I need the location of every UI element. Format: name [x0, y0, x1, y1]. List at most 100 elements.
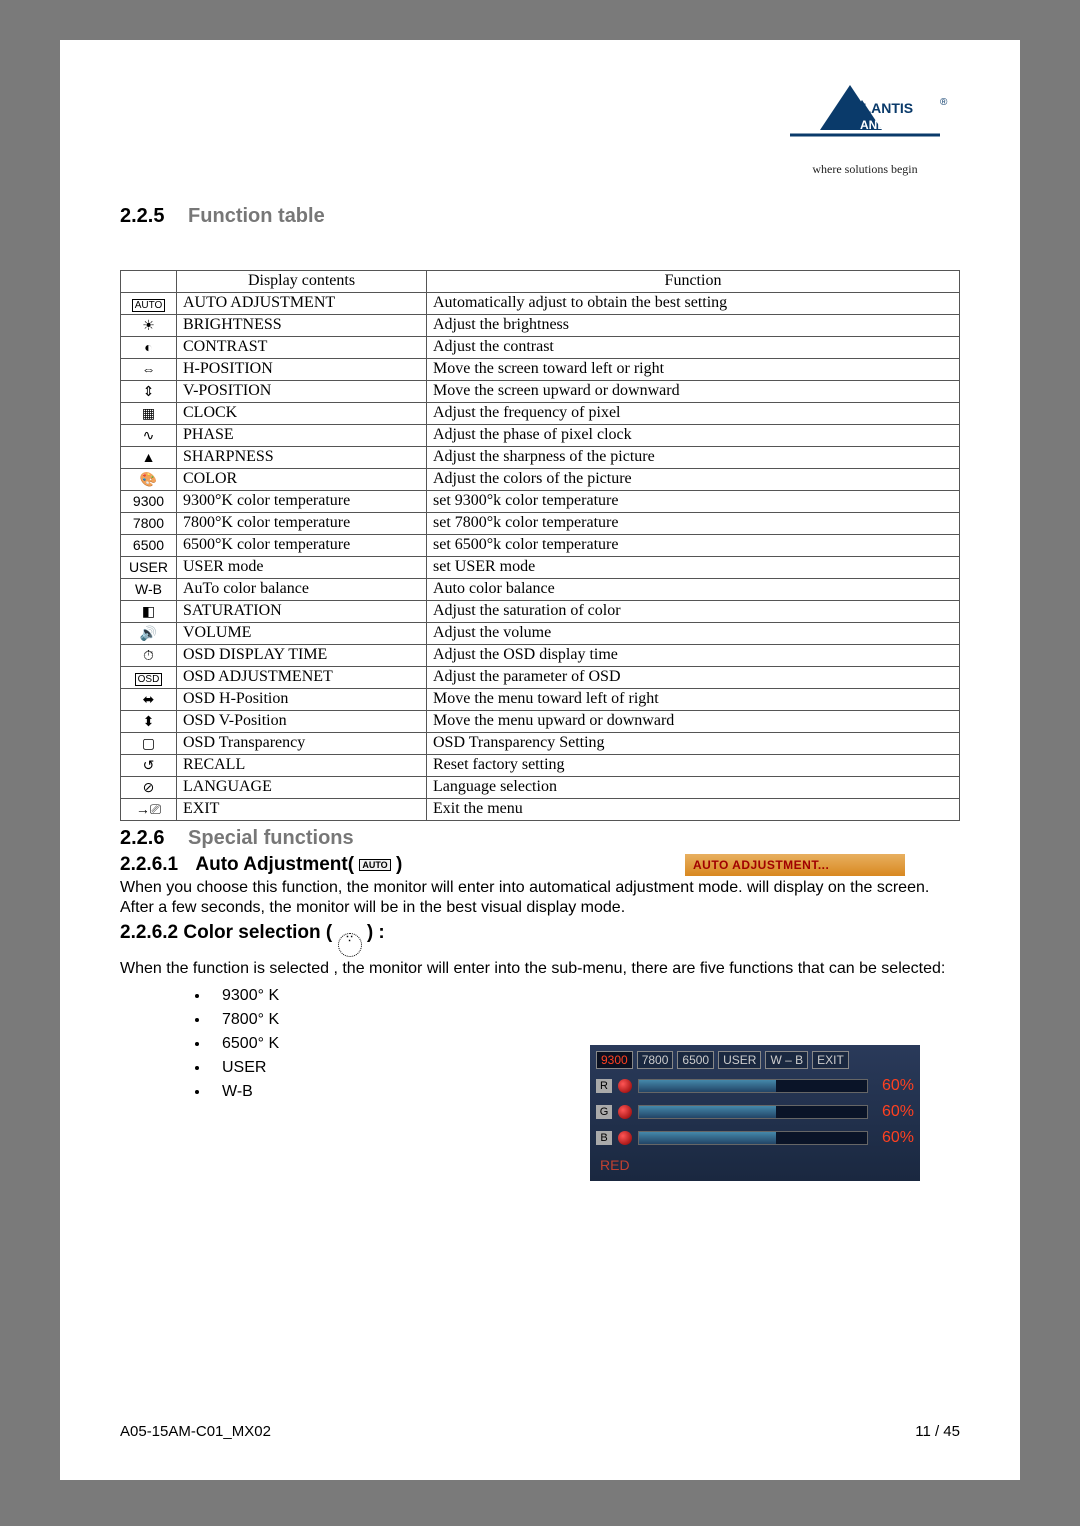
subsection-title: Auto Adjustment( — [195, 854, 354, 875]
osd-tab[interactable]: 9300 — [596, 1051, 633, 1069]
row-display-cell: OSD DISPLAY TIME — [177, 645, 427, 667]
osd-knob-icon[interactable] — [618, 1105, 632, 1119]
osd-tab[interactable]: W – B — [765, 1051, 808, 1069]
doc-id: A05-15AM-C01_MX02 — [120, 1423, 271, 1440]
row-display-cell: BRIGHTNESS — [177, 315, 427, 337]
osd-slider[interactable] — [638, 1131, 868, 1145]
osd-tab[interactable]: 6500 — [677, 1051, 714, 1069]
table-row: OSDOSD ADJUSTMENETAdjust the parameter o… — [121, 667, 960, 689]
row-icon-cell: ∿ — [121, 425, 177, 447]
table-row: ▢OSD TransparencyOSD Transparency Settin… — [121, 733, 960, 755]
atlantis-logo-icon: TLANTIS ® AND — [780, 75, 950, 155]
osd-knob-icon[interactable] — [618, 1079, 632, 1093]
osd-channel-badge: G — [596, 1105, 612, 1119]
row-function-cell: Adjust the sharpness of the picture — [427, 447, 960, 469]
row-display-cell: CLOCK — [177, 403, 427, 425]
table-row: ⊘LANGUAGELanguage selection — [121, 777, 960, 799]
subsection-title: Color selection ( — [183, 922, 332, 943]
svg-text:AND: AND — [860, 118, 886, 132]
row-function-cell: Move the menu toward left of right — [427, 689, 960, 711]
row-display-cell: CONTRAST — [177, 337, 427, 359]
table-row: ◧SATURATIONAdjust the saturation of colo… — [121, 601, 960, 623]
osd-tab-row: 930078006500USERW – BEXIT — [596, 1051, 914, 1069]
row-icon-cell: ⬌ — [121, 689, 177, 711]
row-function-cell: Move the screen toward left or right — [427, 359, 960, 381]
subsection-number: 2.2.6.2 — [120, 922, 178, 943]
row-function-cell: Adjust the contrast — [427, 337, 960, 359]
row-function-cell: set 9300°k color temperature — [427, 491, 960, 513]
row-icon-cell: ◧ — [121, 601, 177, 623]
osd-knob-icon[interactable] — [618, 1131, 632, 1145]
row-icon-cell: 🔊 — [121, 623, 177, 645]
table-row: ↺RECALLReset factory setting — [121, 755, 960, 777]
row-icon-cell: ⏱ — [121, 645, 177, 667]
osd-tab[interactable]: USER — [718, 1051, 761, 1069]
osd-channel-badge: R — [596, 1079, 612, 1093]
osd-percent: 60% — [874, 1077, 914, 1095]
row-display-cell: AUTO ADJUSTMENT — [177, 293, 427, 315]
row-icon-cell: 🎨 — [121, 469, 177, 491]
osd-percent: 60% — [874, 1103, 914, 1121]
osd-slider[interactable] — [638, 1079, 868, 1093]
row-function-cell: Adjust the frequency of pixel — [427, 403, 960, 425]
osd-channel-label: RED — [596, 1155, 914, 1175]
osd-tab[interactable]: EXIT — [812, 1051, 849, 1069]
palette-icon: ∵ — [338, 933, 362, 957]
section-2-2-5-heading: 2.2.5 Function table — [120, 205, 960, 228]
section-title: Special functions — [188, 827, 354, 849]
row-display-cell: COLOR — [177, 469, 427, 491]
table-row: 🔊VOLUMEAdjust the volume — [121, 623, 960, 645]
color-selection-text: When the function is selected , the moni… — [120, 959, 960, 979]
brand-logo: TLANTIS ® AND where solutions begin — [780, 75, 950, 177]
section-number: 2.2.6 — [120, 827, 164, 849]
table-row: →⎚EXITExit the menu — [121, 799, 960, 821]
row-function-cell: Automatically adjust to obtain the best … — [427, 293, 960, 315]
table-row: ▦CLOCKAdjust the frequency of pixel — [121, 403, 960, 425]
osd-slider-row: G 60% — [596, 1103, 914, 1121]
row-function-cell: Adjust the parameter of OSD — [427, 667, 960, 689]
row-function-cell: Adjust the colors of the picture — [427, 469, 960, 491]
auto-icon: AUTO — [359, 859, 390, 871]
subsection-number: 2.2.6.1 — [120, 854, 178, 875]
row-function-cell: Adjust the saturation of color — [427, 601, 960, 623]
row-icon-cell: ▲ — [121, 447, 177, 469]
row-display-cell: LANGUAGE — [177, 777, 427, 799]
row-icon-cell: ⇕ — [121, 381, 177, 403]
page-footer: A05-15AM-C01_MX02 11 / 45 — [120, 1423, 960, 1440]
row-display-cell: EXIT — [177, 799, 427, 821]
osd-slider[interactable] — [638, 1105, 868, 1119]
header-function-cell: Function — [427, 271, 960, 293]
osd-slider-row: R 60% — [596, 1077, 914, 1095]
row-icon-cell: AUTO — [121, 293, 177, 315]
subsection-title-end: ) — [396, 854, 402, 875]
table-row: ☀BRIGHTNESSAdjust the brightness — [121, 315, 960, 337]
section-title: Function table — [188, 205, 325, 227]
row-icon-cell: 9300 — [121, 491, 177, 513]
page: TLANTIS ® AND where solutions begin 2.2.… — [60, 40, 1020, 1480]
row-icon-cell: ⊘ — [121, 777, 177, 799]
row-function-cell: Move the screen upward or downward — [427, 381, 960, 403]
osd-slider-row: B60% — [596, 1129, 914, 1147]
table-row: AUTOAUTO ADJUSTMENTAutomatically adjust … — [121, 293, 960, 315]
row-function-cell: Exit the menu — [427, 799, 960, 821]
section-number: 2.2.5 — [120, 205, 164, 227]
table-row: USERUSER modeset USER mode — [121, 557, 960, 579]
row-display-cell: SHARPNESS — [177, 447, 427, 469]
table-row: ⇕V-POSITIONMove the screen upward or dow… — [121, 381, 960, 403]
row-function-cell: Adjust the volume — [427, 623, 960, 645]
table-row: ▲SHARPNESSAdjust the sharpness of the pi… — [121, 447, 960, 469]
osd-tab[interactable]: 7800 — [637, 1051, 674, 1069]
list-item: 7800° K — [210, 1011, 960, 1029]
page-number: 11 / 45 — [915, 1423, 960, 1440]
table-row: ⇔H-POSITIONMove the screen toward left o… — [121, 359, 960, 381]
row-function-cell: Adjust the OSD display time — [427, 645, 960, 667]
table-row: ∿PHASEAdjust the phase of pixel clock — [121, 425, 960, 447]
row-function-cell: set USER mode — [427, 557, 960, 579]
svg-text:TLANTIS: TLANTIS — [854, 100, 913, 116]
row-function-cell: set 6500°k color temperature — [427, 535, 960, 557]
row-display-cell: PHASE — [177, 425, 427, 447]
row-function-cell: Move the menu upward or downward — [427, 711, 960, 733]
row-display-cell: V-POSITION — [177, 381, 427, 403]
table-row: 78007800°K color temperatureset 7800°k c… — [121, 513, 960, 535]
table-row: ⏱OSD DISPLAY TIMEAdjust the OSD display … — [121, 645, 960, 667]
